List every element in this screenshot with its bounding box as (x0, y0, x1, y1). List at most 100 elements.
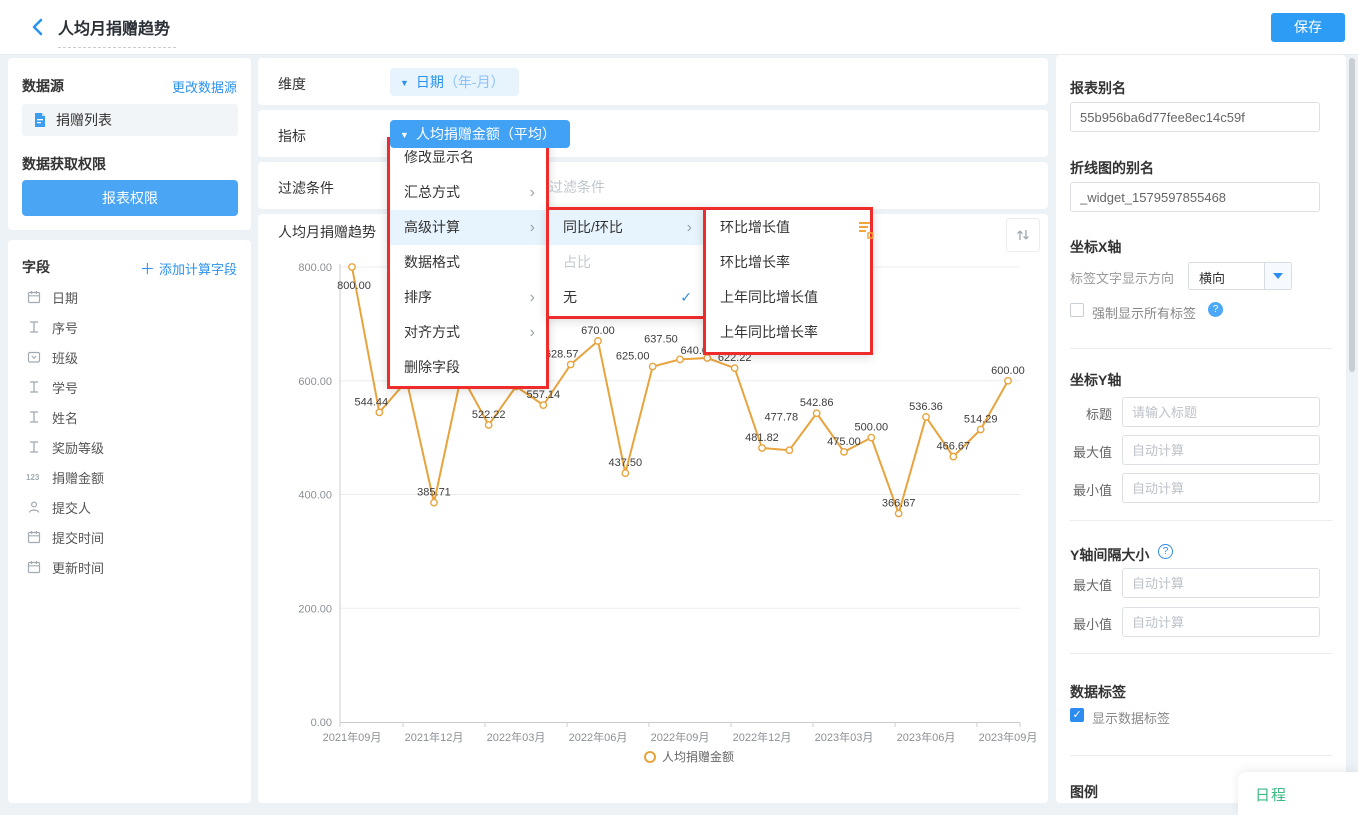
show-data-label-checkbox[interactable] (1070, 708, 1084, 722)
field-item[interactable]: 123 捐赠金额 (8, 462, 251, 492)
label-direction-select[interactable]: 横向 (1188, 262, 1292, 290)
menu-item[interactable]: 环比增长值 (720, 219, 790, 235)
menu-item[interactable]: 修改显示名 (404, 149, 474, 165)
scrollbar-thumb[interactable] (1349, 58, 1355, 372)
menu-item[interactable]: 上年同比增长率 (720, 324, 818, 340)
data-point (648, 362, 657, 371)
number-field-icon: 123 (26, 473, 40, 482)
data-point (949, 452, 958, 461)
y-axis-labels: 0.00 200.00 400.00 600.00 800.00 (298, 262, 332, 729)
chart-title: 人均月捐赠趋势 (278, 224, 376, 240)
metric-label: 指标 (278, 128, 306, 144)
back-icon[interactable] (28, 17, 48, 37)
label-direction-label: 标签文字显示方向 (1070, 271, 1175, 286)
data-label: 466.67 (936, 441, 970, 453)
data-point (375, 408, 384, 417)
field-item[interactable]: 提交时间 (8, 522, 251, 552)
y-max-input[interactable] (1122, 435, 1320, 465)
filter-row[interactable]: 过滤条件 添加过滤条件 (258, 162, 1048, 209)
menu-item[interactable]: 对齐方式 › (390, 315, 546, 350)
field-item[interactable]: 提交人 (8, 492, 251, 522)
sort-button[interactable] (1006, 218, 1040, 252)
legend[interactable]: 人均捐赠金额 (644, 749, 734, 764)
calendar-icon (27, 291, 41, 304)
menu-item[interactable]: 无 ✓ (549, 280, 703, 315)
data-label: 437.50 (609, 457, 643, 469)
field-item-label: 更新时间 (52, 560, 105, 576)
field-item[interactable]: 日期 (8, 282, 251, 312)
y-min-label: 最小值 (1072, 483, 1112, 498)
y-title-input[interactable] (1122, 397, 1320, 427)
schedule-popup[interactable]: 日程 (1238, 772, 1358, 815)
help-icon[interactable]: ? (1208, 302, 1223, 317)
report-alias-input[interactable] (1070, 102, 1320, 132)
data-label: 670.00 (581, 325, 615, 337)
menu-item[interactable]: 高级计算 › (390, 210, 546, 245)
svg-text:600.00: 600.00 (298, 376, 332, 388)
help-icon[interactable]: ? (1158, 544, 1173, 559)
field-item[interactable]: 姓名 (8, 402, 251, 432)
menu-item[interactable]: 上年同比增长值 (720, 289, 818, 305)
interval-min-input[interactable] (1122, 607, 1320, 637)
filter-label: 过滤条件 (278, 180, 334, 196)
settings-panel: 报表别名 折线图的别名 坐标X轴 标签文字显示方向 横向 强制显示所有标签 ? … (1056, 55, 1346, 803)
submenu-arrow-icon: › (529, 219, 535, 236)
interval-max-input[interactable] (1122, 568, 1320, 598)
field-item-label: 日期 (52, 290, 79, 306)
menu-item[interactable]: 数据格式 (404, 254, 460, 270)
svg-text:2023年09月: 2023年09月 (979, 730, 1038, 744)
add-calc-field-link[interactable]: ＋ 添加计算字段 (139, 261, 237, 278)
menu-item[interactable]: 汇总方式 › (390, 175, 546, 210)
menu-item[interactable]: 同比/环比 › (549, 210, 703, 245)
datasource-item[interactable]: 捐赠列表 (22, 104, 238, 136)
field-item[interactable]: 奖励等级 (8, 432, 251, 462)
text-field-icon (30, 321, 38, 333)
data-point (594, 337, 602, 345)
field-item[interactable]: 学号 (8, 372, 251, 402)
svg-text:2021年12月: 2021年12月 (405, 730, 464, 744)
menu-item[interactable]: 排序 › (390, 280, 546, 315)
menu-item: 占比 (563, 254, 591, 270)
svg-text:200.00: 200.00 (298, 603, 332, 615)
menu-item[interactable]: 环比增长率 (720, 254, 790, 270)
save-button[interactable]: 保存 (1271, 13, 1345, 42)
metric-row: 指标 ▼ 人均捐赠金额（平均） (258, 110, 1048, 157)
svg-text:400.00: 400.00 (298, 490, 332, 502)
submenu-arrow-icon: › (686, 219, 692, 236)
force-show-labels-checkbox[interactable] (1070, 303, 1084, 317)
select-arrow[interactable] (1264, 263, 1291, 289)
fields-card: 字段 ＋ 添加计算字段 日期 序号 班级 学号 姓名 奖励等级 123 捐赠金额 提交人 提交时间… (8, 240, 251, 803)
top-bar: 人均月捐赠趋势 保存 (0, 0, 1358, 55)
svg-text:2022年03月: 2022年03月 (487, 730, 546, 744)
submenu-arrow-icon: › (529, 289, 535, 306)
page-title: 人均月捐赠趋势 (58, 15, 177, 48)
y-min-input[interactable] (1122, 473, 1320, 503)
svg-text:2022年09月: 2022年09月 (651, 730, 710, 744)
field-item-label: 提交人 (52, 500, 92, 516)
data-label: 625.00 (616, 351, 650, 363)
data-point (621, 469, 630, 478)
change-datasource-link[interactable]: 更改数据源 (171, 80, 237, 95)
report-permission-button[interactable]: 报表权限 (22, 180, 238, 216)
force-show-labels-label: 强制显示所有标签 (1092, 306, 1197, 321)
data-point (922, 413, 930, 421)
field-item[interactable]: 更新时间 (8, 552, 251, 582)
data-label: 366.67 (882, 497, 916, 509)
data-point (976, 425, 985, 434)
permission-title: 数据获取权限 (22, 156, 106, 172)
menu-item[interactable]: 删除字段 (404, 359, 460, 375)
caret-down-icon: ▼ (400, 78, 409, 88)
data-label: 481.82 (745, 432, 779, 444)
data-label: 385.71 (417, 487, 451, 499)
data-label: 514.29 (964, 413, 998, 425)
widget-alias-input[interactable] (1070, 182, 1320, 212)
dimension-tag[interactable]: ▼ 日期（年-月） (390, 68, 519, 96)
data-point (840, 447, 848, 456)
field-item[interactable]: 班级 (8, 342, 251, 372)
document-icon (35, 113, 45, 127)
metric-tag[interactable]: ▼ 人均捐赠金额（平均） (390, 120, 570, 148)
data-label-title: 数据标签 (1070, 684, 1126, 700)
field-item[interactable]: 序号 (8, 312, 251, 342)
data-point (1004, 376, 1012, 385)
